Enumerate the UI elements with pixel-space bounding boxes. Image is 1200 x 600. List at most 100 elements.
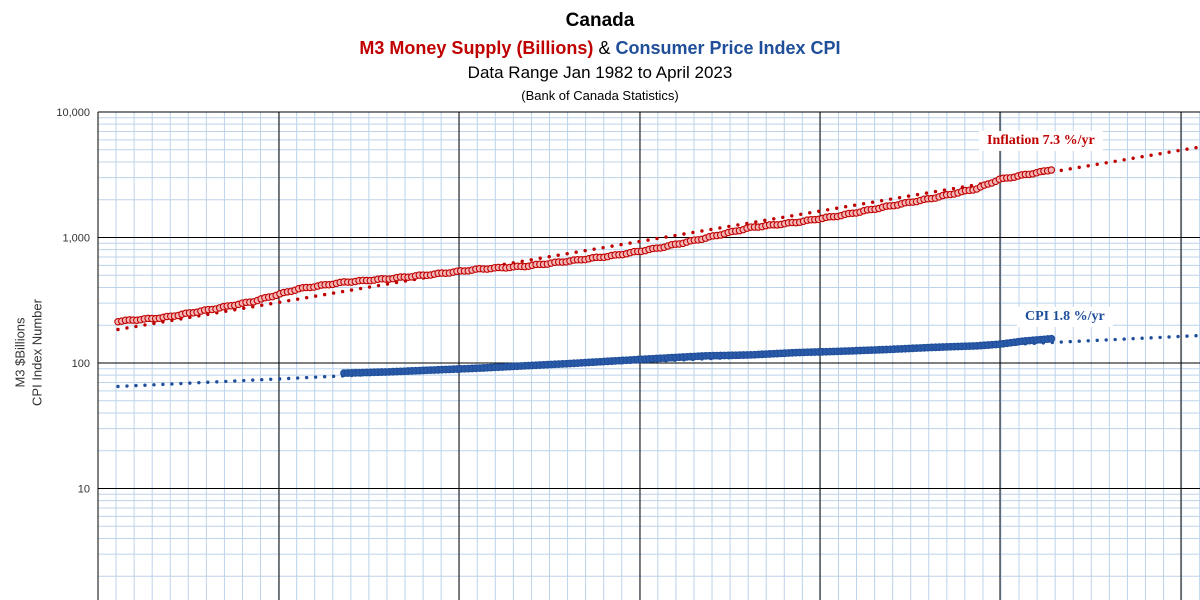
cpi-trend-dot (1086, 339, 1090, 343)
m3-trend-dot (286, 298, 291, 303)
m3-trend-dot (367, 285, 372, 289)
subtitle-amp: & (598, 38, 611, 58)
cpi-trend-dot (1059, 340, 1063, 344)
cpi-trend-dot (1149, 336, 1153, 340)
m3-trend-annotation: Inflation 7.3 %/yr (979, 131, 1103, 151)
cpi-trend-dot (1131, 336, 1135, 341)
cpi-trend-dot (278, 377, 282, 381)
cpi-trend-dot (260, 378, 264, 382)
cpi-trend-dot (304, 375, 309, 380)
m3-trend-dot (870, 200, 875, 204)
cpi-trend-dot (251, 378, 255, 382)
m3-trend-dot (322, 292, 327, 297)
y-tick-label: 100 (72, 358, 90, 370)
m3-trend-dot (691, 230, 695, 235)
m3-trend-dot (772, 217, 776, 221)
m3-trend-dot (700, 229, 704, 233)
cpi-trend-dot (1167, 335, 1171, 339)
m3-trend-dot (1149, 153, 1153, 157)
chart-subtitle-range: Data Range Jan 1982 to April 2023 (467, 63, 733, 82)
m3-trend-dot (834, 206, 839, 210)
cpi-trend-dot (1140, 336, 1144, 340)
m3-trend-dot (637, 239, 641, 244)
cpi-data-point (1047, 334, 1056, 343)
m3-trend-dot (1104, 161, 1108, 165)
y-tick-label: 10 (78, 484, 90, 496)
m3-trend-dot (897, 195, 902, 200)
m3-trend-dot (915, 192, 920, 197)
cpi-trend-dot (1194, 334, 1198, 338)
m3-trend-dot (1077, 165, 1081, 170)
m3-trend-dot (304, 295, 309, 300)
y-tick-labels: 10,000 1,000 100 10 (56, 107, 90, 496)
m3-trend-dot (385, 282, 390, 286)
m3-trend-dot (727, 224, 731, 229)
m3-trend-dot (942, 188, 947, 192)
cpi-trend-dot (224, 379, 228, 384)
m3-trend-dot (583, 248, 587, 253)
y-axis-label-line1: M3 $Billions (12, 317, 28, 388)
chart-title: Canada (565, 10, 635, 31)
m3-trend-dot (224, 309, 228, 313)
m3-trend-dot (1140, 155, 1144, 159)
cpi-trend-dot (161, 382, 165, 387)
m3-trend-dot (1068, 167, 1072, 171)
m3-trend-dot (610, 244, 614, 248)
m3-trend-dot (781, 215, 785, 220)
m3-trend-dot (790, 214, 794, 218)
cpi-trend-dot (206, 380, 210, 384)
cpi-trend-dot (1113, 337, 1117, 342)
subtitle-m3: M3 Money Supply (Billions) (359, 38, 594, 58)
m3-trend-dot (709, 227, 713, 232)
m3-data-point (1047, 166, 1056, 174)
cpi-trend-dot (331, 374, 336, 379)
m3-trend-dot (1167, 150, 1171, 154)
m3-trend-dot (888, 197, 893, 201)
m3-trend-dot (906, 194, 911, 198)
m3-trend-dot (1194, 145, 1198, 150)
cpi-trend-dot (295, 376, 300, 380)
m3-trend-dot (601, 245, 605, 250)
m3-trend-dot (125, 326, 129, 330)
m3-trend-dot (754, 220, 758, 224)
cpi-trend-annotation: CPI 1.8 %/yr (1017, 307, 1113, 327)
cpi-trend-dot (1068, 339, 1072, 344)
m3-trend-dot (682, 232, 686, 236)
m3-trend-dot (520, 259, 524, 263)
m3-trend-dot (260, 303, 264, 307)
m3-trend-dot (116, 327, 120, 332)
m3-trend-dot (861, 202, 866, 206)
m3-trend-dot (852, 203, 857, 207)
m3-trend-dot (529, 258, 533, 262)
chart-subtitle-series: M3 Money Supply (Billions) & Consumer Pr… (0, 38, 1200, 59)
y-axis-label-line2: CPI Index Number (29, 299, 45, 406)
m3-trend-dot (924, 191, 929, 195)
m3-trend-dot (1131, 156, 1135, 160)
m3-trend-dot (1122, 158, 1126, 162)
cpi-trend-dot (1095, 338, 1099, 343)
m3-trend-dot (879, 198, 884, 203)
cpi-trend-dot (322, 375, 327, 379)
m3-trend-dot (646, 238, 650, 242)
subtitle-cpi: Consumer Price Index CPI (615, 38, 841, 58)
m3-trend-dot (1095, 162, 1099, 167)
m3-trend-dot (331, 291, 336, 295)
cpi-trend-dot (179, 381, 183, 386)
m3-trend-dot (134, 324, 138, 329)
m3-trend-dot (152, 321, 156, 326)
m3-trend-dot (1086, 164, 1090, 168)
cpi-trend-dot (116, 384, 120, 389)
m3-trend-dot (843, 205, 848, 209)
cpi-trend-dot (215, 380, 219, 384)
chart-grid (97, 111, 1200, 600)
m3-trend-dot (376, 283, 381, 288)
m3-trend-dot (718, 226, 722, 230)
cpi-trend-dot (134, 383, 138, 388)
cpi-trend-dot (1176, 334, 1180, 339)
y-tick-label: 10,000 (56, 107, 90, 119)
m3-trend-dot (394, 280, 399, 285)
cpi-trend-dot (1104, 338, 1108, 342)
cpi-trend-dot (233, 379, 237, 383)
m3-trend-dot (295, 297, 300, 301)
